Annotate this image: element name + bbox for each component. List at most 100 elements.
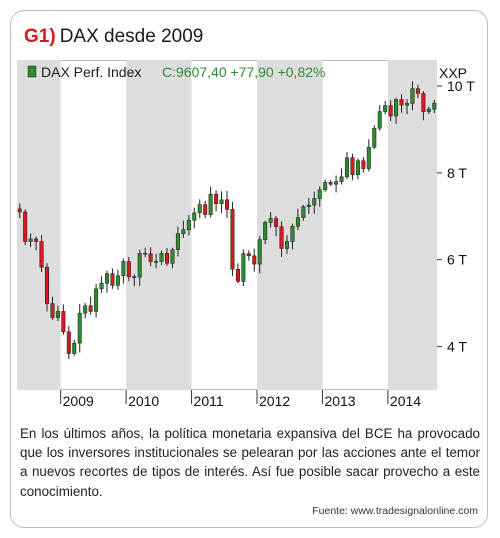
figure-number: G1) (24, 26, 56, 47)
legend-quote: C:9607,40 +77,90 +0,82% (162, 64, 325, 80)
candle-body (339, 176, 344, 182)
candle-body (421, 93, 426, 112)
candle-body (235, 269, 240, 282)
candle-body (115, 275, 120, 286)
candle-body (186, 219, 191, 231)
candle-body (312, 198, 317, 206)
candle-body (350, 157, 355, 175)
y-tick-label: 8 T (447, 165, 467, 181)
candle-body (328, 182, 333, 185)
candle-body (55, 311, 60, 318)
candle-body (377, 111, 382, 129)
candle-body (214, 193, 219, 204)
y-tick-label: 6 T (447, 252, 467, 268)
legend-marker (27, 65, 37, 78)
candle-body (105, 273, 109, 284)
candle-body (432, 102, 437, 110)
candle-body (415, 88, 420, 94)
y-axis-unit-label: XXP (439, 65, 467, 81)
candle-body (192, 212, 197, 221)
candle-body (225, 199, 229, 210)
candle-body (77, 312, 82, 344)
chart-area: XXP 4 T 6 T 8 T 10 T 2009 2010 2011 2012 2013 2014… (17, 60, 483, 410)
y-tick-label: 10 T (447, 78, 475, 94)
candle-body (66, 331, 71, 354)
candle-body (268, 218, 273, 223)
candle-body (279, 226, 284, 249)
candle-body (143, 252, 148, 255)
candle-body (137, 252, 142, 278)
candle-body (372, 127, 377, 148)
candle-body (334, 181, 339, 185)
candle-body (45, 266, 49, 304)
candle-body (301, 206, 306, 218)
candle-body (175, 233, 180, 250)
legend-series-name: DAX Perf. Index (41, 64, 141, 80)
candle-body (285, 241, 289, 249)
candle-body (355, 160, 360, 175)
candle-body (159, 252, 164, 262)
candle-body (263, 222, 268, 241)
y-tick-label: 4 T (447, 339, 467, 355)
candle-body (323, 182, 328, 191)
candle-body (170, 249, 175, 264)
candle-body (94, 288, 99, 312)
candle-body (306, 204, 311, 208)
candle-body (72, 342, 77, 354)
candle-body (148, 253, 153, 262)
plot-frame (17, 60, 437, 390)
chart-title: DAX desde 2009 (59, 26, 204, 47)
candle-body (295, 217, 300, 227)
x-tick-label: 2014 (390, 393, 421, 409)
candle-body (50, 303, 55, 318)
candle-body (394, 99, 399, 117)
candle-body (110, 273, 115, 286)
candle-body (181, 229, 186, 234)
candle-body (34, 238, 39, 242)
candle-body (252, 255, 257, 265)
candle-body (246, 253, 251, 257)
year-band-2012 (257, 60, 323, 390)
candle-body (399, 99, 404, 106)
candle-body (230, 209, 235, 270)
candle-body (257, 239, 262, 265)
candle-body (317, 189, 322, 199)
candle-body (410, 88, 415, 104)
candle-body (61, 311, 66, 333)
candle-body (165, 252, 169, 264)
candle-body (366, 147, 371, 169)
candle-body (126, 261, 131, 277)
candle-body (203, 204, 208, 215)
candle-body (383, 105, 388, 112)
candle-body (219, 199, 224, 204)
candle-body (208, 193, 213, 215)
candle-body (274, 218, 279, 227)
candle-body (99, 282, 104, 290)
candle-body (23, 211, 28, 242)
x-tick-label: 2011 (194, 393, 224, 409)
candle-body (345, 157, 349, 178)
dax-chart: XXP 4 T 6 T 8 T 10 T 2009 2010 2011 2012 2013 2014… (17, 60, 475, 409)
x-tick-label: 2012 (259, 393, 290, 409)
candle-body (361, 160, 366, 169)
source-credit: Fuente: www.tradesignalonline.com (312, 505, 478, 517)
candle-body (154, 261, 159, 263)
x-tick-label: 2010 (128, 393, 159, 409)
candle-body (241, 253, 246, 282)
figure-title: G1) DAX desde 2009 (24, 26, 203, 48)
year-band-2010 (126, 60, 192, 390)
candle-body (388, 105, 393, 117)
candle-body (121, 261, 126, 277)
x-tick-label: 2013 (324, 393, 355, 409)
candle-body (197, 204, 202, 214)
candle-body (88, 305, 93, 312)
candle-body (426, 108, 431, 112)
candle-body (83, 305, 88, 314)
candle-body (405, 103, 409, 106)
candle-body (290, 226, 295, 242)
candle-body (39, 241, 44, 268)
candle-body (17, 208, 22, 213)
candle-body (132, 276, 137, 278)
candle-body (28, 238, 33, 242)
x-tick-label: 2009 (63, 393, 94, 409)
